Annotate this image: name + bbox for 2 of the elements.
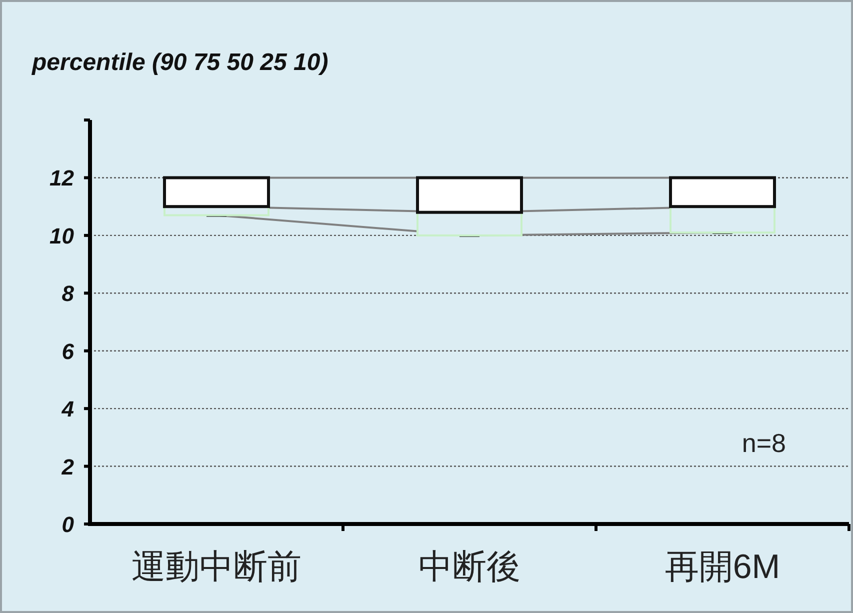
title: percentile (90 75 50 25 10)	[32, 49, 328, 76]
annotation: n=8	[742, 428, 786, 458]
